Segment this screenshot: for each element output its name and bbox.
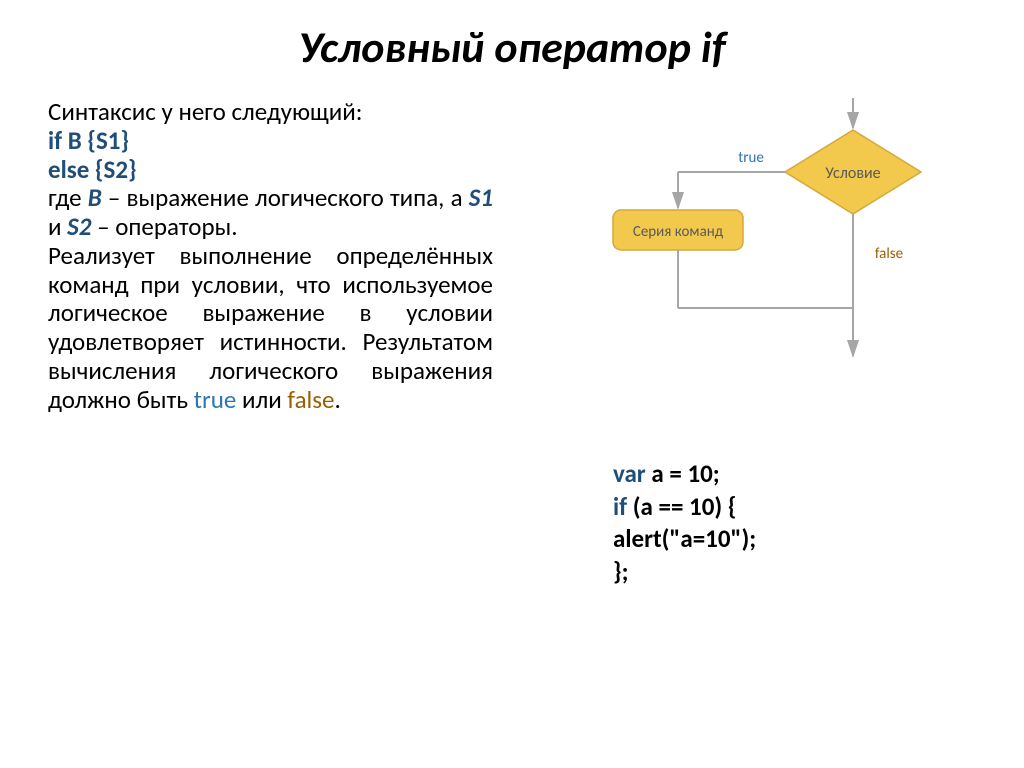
content-row: Синтаксис у него следующий: if B {S1} el… bbox=[48, 98, 976, 414]
kw-var: var bbox=[613, 458, 646, 489]
flowchart: Условие true Серия команд false bbox=[583, 98, 943, 368]
code-l2-rest: (a == 10) { bbox=[627, 491, 736, 522]
syntax-line-1: if B {S1} bbox=[48, 127, 493, 156]
text-column: Синтаксис у него следующий: if B {S1} el… bbox=[48, 98, 493, 414]
syntax-line-2: else {S2} bbox=[48, 156, 493, 185]
code-line-2: if (a == 10) { bbox=[613, 491, 756, 524]
p2-mid: – выражение логического типа, а bbox=[102, 182, 469, 213]
p2-and: и bbox=[48, 211, 67, 242]
p2-suffix: – операторы. bbox=[91, 211, 237, 242]
slide-title: Условный оператор if bbox=[48, 20, 976, 74]
p3-false: false bbox=[287, 384, 334, 415]
true-label: true bbox=[738, 149, 764, 167]
condition-label: Условие bbox=[825, 164, 880, 183]
right-column: Условие true Серия команд false bbox=[523, 98, 976, 414]
code-line-3: alert("a=10"); bbox=[613, 523, 756, 556]
code-line-1: var a = 10; bbox=[613, 458, 756, 491]
p3-end: . bbox=[335, 384, 341, 415]
flowchart-svg: Условие true Серия команд false bbox=[583, 98, 943, 368]
p2-prefix: где bbox=[48, 182, 88, 213]
intro-line: Синтаксис у него следующий: bbox=[48, 98, 493, 127]
p2-S2: S2 bbox=[67, 211, 91, 242]
p2-S1: S1 bbox=[469, 182, 493, 213]
p2-B: B bbox=[88, 182, 102, 213]
commands-label: Серия команд bbox=[633, 223, 724, 241]
p3-true: true bbox=[194, 384, 237, 415]
false-label: false bbox=[875, 245, 903, 263]
condition-node: Условие bbox=[785, 130, 921, 214]
paragraph-desc: Реализует выполнение определённых команд… bbox=[48, 242, 493, 415]
kw-if: if bbox=[613, 491, 627, 522]
p3-or: или bbox=[236, 384, 287, 415]
paragraph-vars: где B – выражение логического типа, а S1… bbox=[48, 184, 493, 242]
code-example: var a = 10; if (a == 10) { alert("a=10")… bbox=[613, 458, 756, 588]
code-l1-rest: a = 10; bbox=[646, 458, 720, 489]
code-line-4: }; bbox=[613, 556, 756, 589]
commands-node: Серия команд bbox=[613, 210, 743, 250]
